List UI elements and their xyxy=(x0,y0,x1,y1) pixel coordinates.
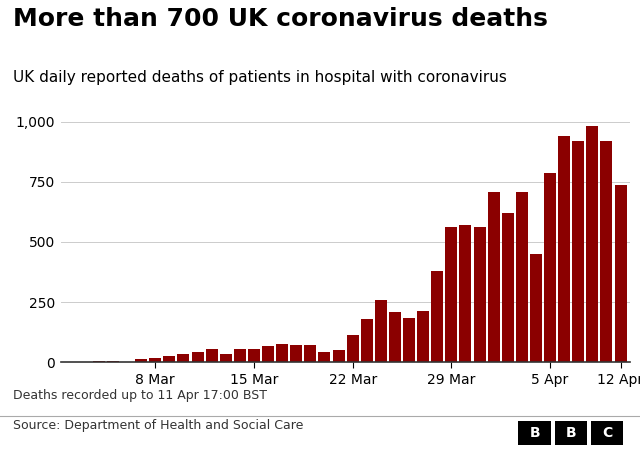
Bar xyxy=(319,352,330,362)
Text: Source: Department of Health and Social Care: Source: Department of Health and Social … xyxy=(13,419,303,432)
Bar xyxy=(417,311,429,362)
Bar xyxy=(135,359,147,362)
Text: UK daily reported deaths of patients in hospital with coronavirus: UK daily reported deaths of patients in … xyxy=(13,70,507,85)
Bar xyxy=(262,346,274,362)
Bar xyxy=(220,354,232,362)
Bar xyxy=(572,141,584,362)
Bar xyxy=(516,192,528,362)
Bar xyxy=(276,344,288,362)
Bar xyxy=(149,358,161,362)
Bar xyxy=(361,319,372,362)
Bar xyxy=(163,356,175,362)
Bar xyxy=(291,345,302,362)
Bar xyxy=(205,349,218,362)
Bar xyxy=(305,345,316,362)
Bar xyxy=(474,227,486,362)
Bar xyxy=(234,349,246,362)
Text: Deaths recorded up to 11 Apr 17:00 BST: Deaths recorded up to 11 Apr 17:00 BST xyxy=(13,389,267,402)
Bar xyxy=(460,225,472,362)
Bar xyxy=(445,227,458,362)
Bar xyxy=(248,349,260,362)
FancyBboxPatch shape xyxy=(555,421,587,446)
Bar xyxy=(614,185,627,362)
Bar xyxy=(403,319,415,362)
Bar xyxy=(93,361,105,362)
Text: More than 700 UK coronavirus deaths: More than 700 UK coronavirus deaths xyxy=(13,7,548,31)
Bar xyxy=(107,361,119,362)
Bar xyxy=(600,141,612,362)
Bar xyxy=(333,350,344,362)
Bar xyxy=(375,300,387,362)
Bar xyxy=(431,270,444,362)
Bar xyxy=(347,334,358,362)
Bar xyxy=(177,354,189,362)
Text: B: B xyxy=(566,426,576,440)
Text: C: C xyxy=(602,426,612,440)
Text: B: B xyxy=(529,426,540,440)
Bar xyxy=(389,312,401,362)
Bar xyxy=(502,213,514,362)
Bar xyxy=(488,192,500,362)
Bar xyxy=(586,126,598,362)
Bar xyxy=(79,361,91,362)
Bar xyxy=(544,173,556,362)
Bar xyxy=(558,136,570,362)
Bar xyxy=(530,254,542,362)
FancyBboxPatch shape xyxy=(591,421,623,446)
Bar xyxy=(191,352,204,362)
FancyBboxPatch shape xyxy=(518,421,551,446)
